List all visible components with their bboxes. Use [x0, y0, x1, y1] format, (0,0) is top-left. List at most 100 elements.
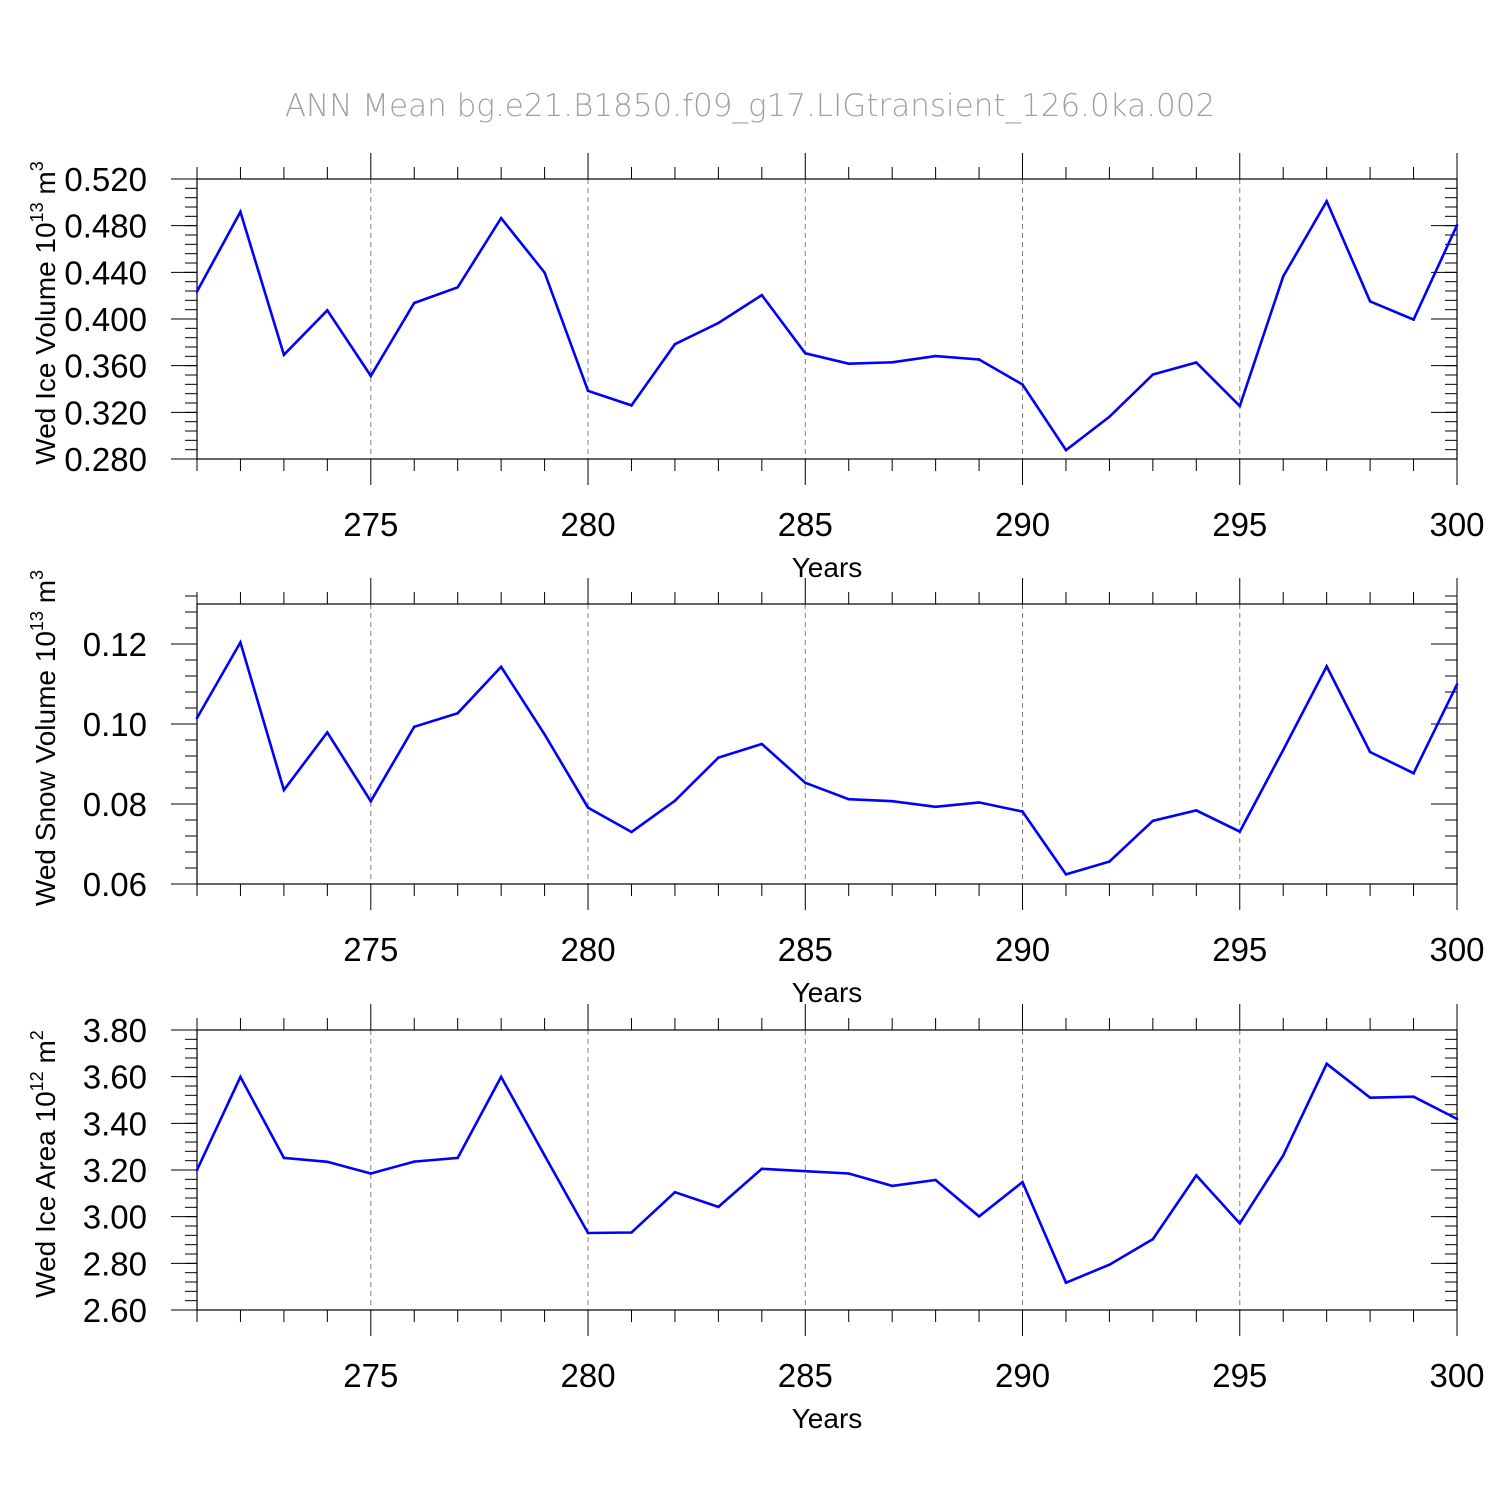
- panel-1-data-point: [760, 293, 764, 297]
- panel-1-data-point: [369, 374, 373, 378]
- panel-1-x-tick-label: 300: [1429, 506, 1484, 543]
- panel-1-data-point: [890, 360, 894, 364]
- panel-1-data-point: [1021, 383, 1024, 386]
- chart-title: ANN Mean bg.e21.B1850.f09_g17.LIGtransie…: [285, 88, 1215, 124]
- panel-3-series-line: [195, 1061, 1458, 1285]
- panel-3-data-point: [1021, 1180, 1024, 1184]
- panel-2-data-point: [195, 716, 199, 720]
- panel-1-data-point: [717, 321, 720, 325]
- panel-1-y-tick-label: 0.280: [64, 441, 147, 478]
- panel-3-data-point: [934, 1178, 937, 1182]
- panel-3-data-point: [847, 1172, 851, 1175]
- panel-3-data-point: [1238, 1222, 1242, 1225]
- panel-2-data-point: [760, 742, 764, 746]
- panel-1-x-tick-label: 285: [778, 506, 833, 543]
- panel-1-y-tick-label: 0.520: [64, 161, 147, 198]
- panel-1-data-point: [543, 271, 546, 274]
- panel-1-x-tick-label: 295: [1212, 506, 1267, 543]
- panel-1-data-point: [1281, 275, 1285, 278]
- panel-1-data-point: [1151, 373, 1155, 376]
- panel-1-data-point: [412, 301, 416, 305]
- panel-1-data-point: [1455, 223, 1459, 227]
- panel-1-y-tick-label: 0.320: [64, 394, 147, 431]
- panel-1-data-point: [326, 308, 329, 312]
- panel-1-data-point: [195, 290, 199, 293]
- panel-3-y-tick-label: 2.60: [83, 1292, 147, 1329]
- panel-2-x-tick-label: 275: [343, 931, 398, 968]
- panel-2-plot-frame: [196, 603, 1458, 885]
- panel-1-data-point: [282, 353, 286, 357]
- panel-3-data-point: [195, 1168, 199, 1172]
- panel-1-data-point: [934, 354, 937, 358]
- panel-2-data-point: [1281, 748, 1285, 752]
- panel-2-y-tick-label: 0.10: [83, 706, 147, 743]
- panel-2-data-point: [717, 756, 720, 759]
- panel-2-data-point: [977, 801, 981, 804]
- panel-2-data-point: [890, 799, 894, 803]
- panel-2-x-axis-label: Years: [792, 977, 863, 1008]
- panel-1-data-point: [1238, 404, 1242, 408]
- panel-3-x-tick-label: 285: [778, 1357, 833, 1394]
- panel-1-data-point: [847, 362, 851, 365]
- panel-3-x-tick-label: 275: [343, 1357, 398, 1394]
- panel-2-data-point: [1108, 860, 1111, 863]
- panel-3-y-tick-label: 3.40: [83, 1105, 147, 1142]
- panel-1-y-tick-label: 0.360: [64, 348, 147, 385]
- panel-3-x-tick-label: 300: [1429, 1357, 1484, 1394]
- panel-3-y-tick-label: 3.60: [83, 1059, 147, 1096]
- panel-1-data-point: [1368, 300, 1372, 303]
- panel-3-data-point: [630, 1231, 633, 1234]
- panel-1-x-tick-label: 275: [343, 506, 398, 543]
- panel-3-data-point: [369, 1172, 373, 1175]
- panel-3-x-tick-label: 290: [995, 1357, 1050, 1394]
- panel-3-x-tick-label: 280: [561, 1357, 616, 1394]
- panel-2-data-point: [847, 797, 851, 801]
- panel-3-data-point: [1455, 1117, 1459, 1121]
- panel-3-data-point: [1108, 1263, 1111, 1267]
- panel-1-y-tick-label: 0.400: [64, 301, 147, 338]
- panel-2-x-tick-label: 295: [1212, 931, 1267, 968]
- panel-1-x-axis-label: Years: [792, 552, 863, 583]
- panel-1-data-point: [456, 285, 459, 289]
- panel-3-data-point: [717, 1205, 720, 1209]
- panel-1-data-point: [630, 404, 633, 407]
- panel-1-data-point: [1064, 448, 1068, 452]
- panel-2-y-tick-label: 0.06: [83, 866, 147, 903]
- panel-2-series-line: [195, 639, 1459, 876]
- panel-3-data-point: [977, 1215, 981, 1218]
- panel-1-y-tick-label: 0.480: [64, 208, 147, 245]
- panel-2-data-point: [586, 806, 590, 809]
- panel-2-data-point: [1238, 830, 1242, 833]
- panel-1-x-tick-label: 280: [561, 506, 616, 543]
- panel-1-data-point: [499, 216, 503, 220]
- panel-2-data-point: [673, 799, 677, 803]
- panel-1-series-line: [195, 198, 1459, 452]
- panel-3-data-point: [1195, 1174, 1198, 1177]
- panel-3-y-tick-label: 3.80: [83, 1012, 147, 1049]
- panel-2-y-tick-label: 0.08: [83, 786, 147, 823]
- panel-2-data-point: [1151, 819, 1155, 823]
- panel-2-data-point: [543, 733, 546, 736]
- panel-1-data-point: [977, 358, 981, 361]
- panel-2-data-point: [369, 799, 373, 803]
- panel-3-y-tick-label: 2.80: [83, 1245, 147, 1282]
- panel-3-y-tick-label: 3.00: [83, 1199, 147, 1236]
- panel-2-data-point: [499, 665, 503, 669]
- panel-2-data-point: [1412, 771, 1415, 775]
- panel-2-data-point: [456, 711, 459, 715]
- panel-3-data-point: [890, 1184, 894, 1188]
- panel-1-data-point: [239, 210, 242, 214]
- panel-3-data-point: [586, 1231, 590, 1235]
- panel-3-data-point: [1412, 1095, 1415, 1099]
- panel-3-data-point: [673, 1190, 677, 1194]
- panel-3-data-point: [543, 1154, 546, 1157]
- panel-1-y-axis-label: Wed Ice Volume 1013 m3: [27, 161, 61, 464]
- panel-2-data-point: [630, 830, 633, 834]
- panel-3-data-point: [282, 1156, 286, 1160]
- panel-2-data-point: [1455, 683, 1459, 686]
- panel-2-data-point: [1064, 873, 1068, 876]
- panel-1-data-point: [1412, 318, 1415, 321]
- panel-1-data-point: [1108, 415, 1111, 419]
